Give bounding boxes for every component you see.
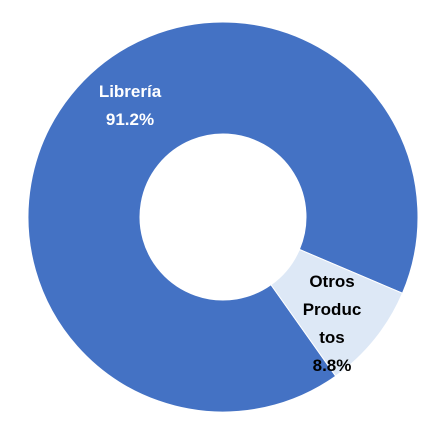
- donut-slice: [270, 248, 404, 377]
- value-label: 91.2%: [105, 110, 155, 129]
- data-label: Otros Productos 8.8%: [302, 268, 362, 380]
- value-label: 8.8%: [312, 356, 352, 375]
- donut-slice: [27, 21, 419, 413]
- data-label: Librería 91.2%: [80, 78, 180, 134]
- category-label: Librería: [98, 82, 162, 101]
- category-label: Otros Productos: [302, 272, 362, 347]
